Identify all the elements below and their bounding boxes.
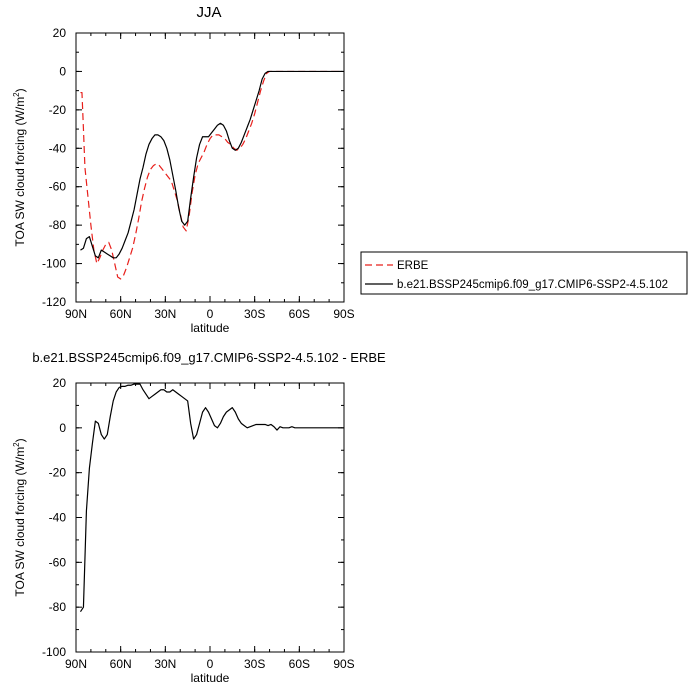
y-tick-label: -20 — [49, 103, 67, 117]
y-axis-title-tail: ) — [13, 438, 27, 442]
y-tick-label: -40 — [49, 141, 67, 155]
y-tick-label: 0 — [59, 421, 66, 435]
x-tick-label: 30S — [244, 657, 265, 671]
y-axis-title-sup: 2 — [12, 442, 21, 447]
top-chart-title: JJA — [196, 4, 221, 21]
series-group — [79, 383, 343, 612]
plot-frame — [75, 32, 345, 303]
y-axis-title: TOA SW cloud forcing (W/m2) — [12, 88, 27, 246]
x-tick-label: 0 — [207, 657, 214, 671]
x-tick-label: 90N — [65, 657, 87, 671]
x-tick-label: 0 — [207, 307, 214, 321]
legend-label-1: b.e21.BSSP245cmip6.f09_g17.CMIP6-SSP2-4.… — [397, 279, 668, 291]
top-chart: 90N 60N 30N 0 30S 60S 90S -120 -100 -80 -60 -40 -20 0… — [12, 26, 355, 335]
x-tick-label: 90S — [333, 657, 354, 671]
series-group — [80, 70, 343, 280]
y-tick-label: -20 — [49, 466, 67, 480]
x-tick-label: 30S — [244, 307, 265, 321]
legend: ERBE b.e21.BSSP245cmip6.f09_g17.CMIP6-SSP… — [360, 251, 688, 295]
y-tick-label: -40 — [49, 511, 67, 525]
bottom-chart: 90N 60N 30N 0 30S 60S 90S -100 -80 -60 -40 -20 0 20 la… — [12, 376, 355, 685]
y-tick-label: -80 — [49, 600, 67, 614]
y-tick-label: -100 — [42, 645, 66, 659]
y-tick-label: -60 — [49, 555, 67, 569]
series-line-0 — [79, 383, 343, 612]
x-tick-label: 30N — [154, 657, 176, 671]
legend-label-0: ERBE — [397, 260, 429, 272]
y-axis-title-main: TOA SW cloud forcing (W/m — [13, 97, 27, 247]
x-tick-label: 90N — [65, 307, 87, 321]
x-tick-label: 90S — [333, 307, 354, 321]
plot-frame — [75, 382, 345, 653]
y-tick-label: -100 — [42, 257, 66, 271]
x-axis-title: latitude — [191, 671, 230, 685]
y-axis-title-sup: 2 — [12, 92, 21, 97]
x-axis-title: latitude — [191, 321, 230, 335]
bottom-chart-title: b.e21.BSSP245cmip6.f09_g17.CMIP6-SSP2-4.… — [32, 350, 386, 365]
y-axis-title: TOA SW cloud forcing (W/m2) — [12, 438, 27, 596]
series-line-1 — [80, 70, 343, 259]
x-tick-label: 60N — [110, 307, 132, 321]
x-tick-label: 60N — [110, 657, 132, 671]
x-tick-label: 30N — [154, 307, 176, 321]
y-tick-label: 0 — [59, 64, 66, 78]
y-tick-label: -120 — [42, 295, 66, 309]
y-tick-label: 20 — [53, 26, 67, 40]
y-tick-label: -60 — [49, 180, 67, 194]
x-tick-label: 60S — [289, 657, 310, 671]
x-tick-label: 60S — [289, 307, 310, 321]
y-tick-label: 20 — [53, 376, 67, 390]
y-axis-title-main: TOA SW cloud forcing (W/m — [13, 447, 27, 597]
y-tick-label: -80 — [49, 218, 67, 232]
series-line-0 — [80, 70, 342, 280]
y-axis-title-tail: ) — [13, 88, 27, 92]
legend-box — [360, 251, 688, 295]
